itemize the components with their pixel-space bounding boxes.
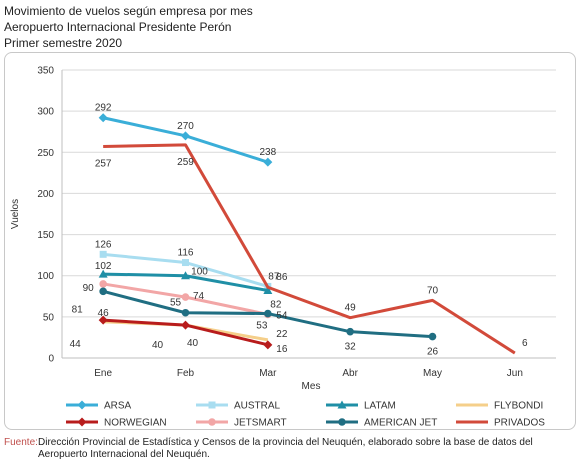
data-label-austral: 126 xyxy=(95,239,112,250)
x-tick-label: Ene xyxy=(94,368,112,379)
data-label-arsa: 270 xyxy=(177,121,194,132)
legend-marker xyxy=(208,401,216,409)
title-line-1: Movimiento de vuelos según empresa por m… xyxy=(4,4,253,18)
data-label-latam: 82 xyxy=(270,300,282,311)
data-label-jetsmart: 53 xyxy=(256,320,268,331)
legend-label: LATAM xyxy=(364,401,396,412)
point-american-jet xyxy=(428,332,437,341)
legend-marker xyxy=(337,400,347,409)
data-label-american-jet: 54 xyxy=(276,311,288,322)
data-label-american-jet: 32 xyxy=(345,342,357,353)
data-label-jetsmart: 90 xyxy=(83,283,95,294)
data-label-latam: 100 xyxy=(191,267,208,278)
data-label-latam: 102 xyxy=(95,261,112,272)
point-austral xyxy=(99,250,107,258)
source-text: Dirección Provincial de Estadística y Ce… xyxy=(38,437,533,460)
point-austral xyxy=(182,259,189,267)
point-norwegian xyxy=(263,340,273,350)
y-tick-label: 0 xyxy=(48,354,54,365)
x-tick-label: Jun xyxy=(507,368,523,379)
point-arsa xyxy=(181,131,190,141)
legend-label: AUSTRAL xyxy=(234,401,281,412)
legend-label: NORWEGIAN xyxy=(104,418,167,429)
y-tick-label: 150 xyxy=(37,230,54,241)
point-norwegian xyxy=(98,315,108,325)
data-label-privados: 70 xyxy=(427,285,439,296)
data-label-privados: 86 xyxy=(276,272,288,283)
y-tick-label: 200 xyxy=(37,189,54,200)
x-tick-label: May xyxy=(423,368,442,379)
data-label-privados: 259 xyxy=(177,157,194,168)
y-tick-label: 100 xyxy=(37,271,54,282)
data-label-austral: 87 xyxy=(268,271,280,282)
point-arsa xyxy=(98,113,108,123)
chart-title: Movimiento de vuelos según empresa por m… xyxy=(4,3,253,51)
data-label-privados: 257 xyxy=(95,159,112,170)
legend-marker xyxy=(77,417,87,427)
point-norwegian xyxy=(181,320,190,330)
legend-label: JETSMART xyxy=(234,418,287,429)
data-label-arsa: 292 xyxy=(95,103,112,114)
data-label-jetsmart: 74 xyxy=(193,291,205,302)
data-label-american-jet: 55 xyxy=(170,298,182,309)
title-line-3: Primer semestre 2020 xyxy=(4,36,123,50)
data-label-privados: 6 xyxy=(522,338,528,349)
legend-label: ARSA xyxy=(104,401,132,412)
data-label-flybondi: 40 xyxy=(152,340,164,351)
x-tick-label: Mar xyxy=(259,368,277,379)
y-axis-title: Vuelos xyxy=(10,199,21,229)
point-jetsmart xyxy=(99,280,107,288)
y-tick-label: 50 xyxy=(43,312,55,323)
data-label-norwegian: 46 xyxy=(98,308,110,319)
point-american-jet xyxy=(99,287,107,296)
title-line-2: Aeropuerto Internacional Presidente Peró… xyxy=(4,20,232,34)
y-tick-label: 300 xyxy=(37,107,54,118)
source-label: Fuente: xyxy=(4,437,38,448)
point-latam xyxy=(98,269,108,278)
data-label-flybondi: 44 xyxy=(70,339,82,350)
x-tick-label: Feb xyxy=(177,368,195,379)
data-label-norwegian: 40 xyxy=(187,338,199,349)
legend-label: PRIVADOS xyxy=(494,418,545,429)
point-latam xyxy=(263,286,273,295)
legend-label: FLYBONDI xyxy=(494,401,543,412)
data-label-flybondi: 22 xyxy=(276,329,288,340)
x-axis-title: Mes xyxy=(302,381,321,392)
series-line-privados xyxy=(103,143,516,355)
legend-marker xyxy=(338,418,346,426)
legend-marker xyxy=(208,418,216,426)
point-arsa xyxy=(263,157,273,167)
point-american-jet xyxy=(181,308,190,317)
y-tick-label: 350 xyxy=(37,66,54,77)
data-label-arsa: 238 xyxy=(259,147,276,158)
data-label-privados: 49 xyxy=(345,303,357,314)
data-label-american-jet: 81 xyxy=(72,304,84,315)
chart-frame xyxy=(4,52,576,430)
data-label-american-jet: 26 xyxy=(427,347,439,358)
data-label-austral: 116 xyxy=(178,248,194,259)
point-american-jet xyxy=(346,327,354,336)
point-american-jet xyxy=(264,309,272,318)
x-tick-label: Abr xyxy=(342,368,358,379)
point-jetsmart xyxy=(181,293,190,301)
legend-marker xyxy=(77,400,87,410)
legend-label: AMERICAN JET xyxy=(364,418,437,429)
data-label-norwegian: 16 xyxy=(276,344,288,355)
point-latam xyxy=(181,271,190,280)
y-tick-label: 250 xyxy=(37,148,54,159)
